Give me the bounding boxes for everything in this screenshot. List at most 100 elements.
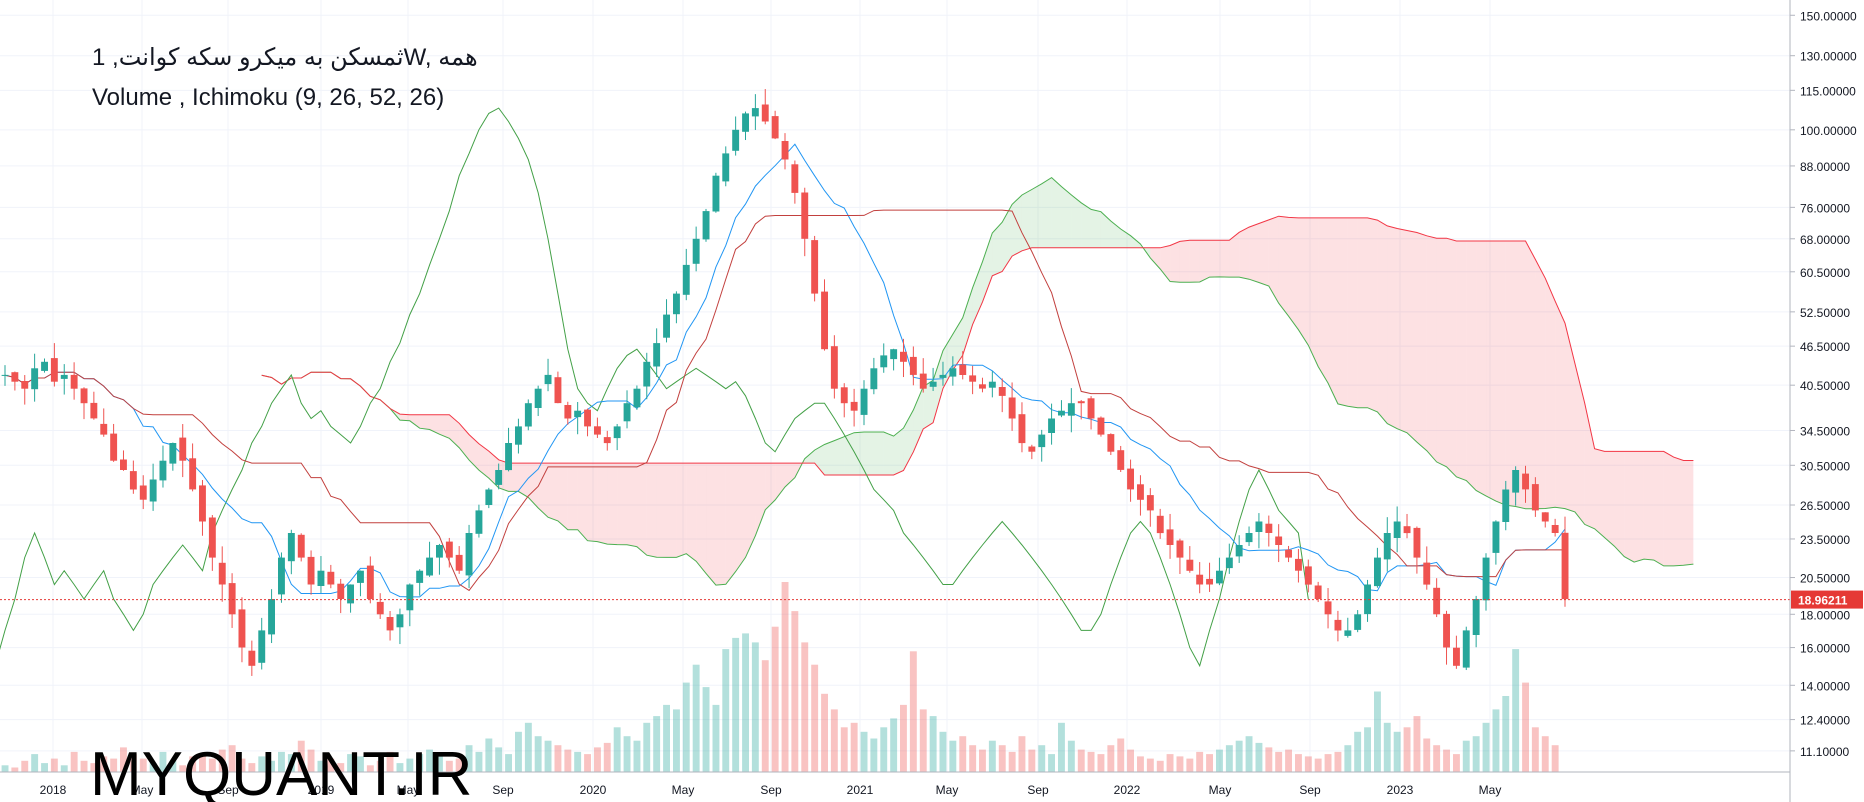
candle-body <box>712 175 720 212</box>
volume-bar <box>1531 727 1539 772</box>
volume-bar <box>860 731 868 772</box>
volume-bar <box>41 763 48 772</box>
candle-body <box>90 402 98 419</box>
cloud-segment <box>696 463 707 574</box>
candle-body <box>1403 526 1411 534</box>
x-tick-label: Sep <box>492 783 514 797</box>
volume-bar <box>455 758 463 772</box>
volume-bar <box>485 738 493 772</box>
last-price-badge <box>1791 590 1863 609</box>
last-price-label: 18.96211 <box>1798 594 1848 608</box>
x-tick-label: Sep <box>760 783 782 797</box>
volume-bar <box>821 693 828 772</box>
candle-body <box>1285 549 1292 558</box>
cloud-segment <box>1476 241 1487 496</box>
y-tick-label: 23.50000 <box>1800 533 1850 547</box>
candle-body <box>1146 495 1154 511</box>
volume-bar <box>702 687 710 772</box>
volume-bar <box>633 740 641 772</box>
cloud-segment <box>1347 217 1358 408</box>
volume-bar <box>673 709 680 772</box>
candle-body <box>386 617 394 631</box>
candle-body <box>445 541 453 558</box>
candle-body <box>50 358 58 382</box>
cloud-segment <box>656 463 667 558</box>
candle-body <box>1334 619 1342 631</box>
y-tick-label: 52.50000 <box>1800 306 1850 320</box>
candle-body <box>742 113 749 132</box>
chart-title: ثمسکن به میکرو سکه کوانت, 1W, همه <box>92 44 478 71</box>
chart-subtitle: Volume , Ichimoku (9, 26, 52, 26) <box>92 84 444 111</box>
cloud-segment <box>1002 204 1013 272</box>
cloud-segment <box>666 463 677 558</box>
volume-bar <box>1462 740 1470 772</box>
candle-body <box>149 479 157 502</box>
volume-bar <box>110 758 118 772</box>
volume-bar <box>1087 751 1095 772</box>
candle-body <box>258 630 266 663</box>
volume-bar <box>1275 751 1283 772</box>
cloud-segment <box>1634 451 1644 563</box>
volume-bar <box>663 704 670 772</box>
cloud-segment <box>883 432 894 476</box>
y-tick-label: 60.50000 <box>1800 266 1850 280</box>
cloud-segment <box>1663 451 1674 566</box>
volume-bar <box>603 742 611 772</box>
candle-body <box>850 401 858 411</box>
cloud-segment <box>577 463 588 541</box>
candle-body <box>613 426 621 439</box>
volume-bar <box>811 664 819 772</box>
volume-bar <box>1453 754 1460 772</box>
cloud-segment <box>903 409 914 471</box>
y-tick-label: 40.50000 <box>1800 379 1850 393</box>
candle-body <box>515 426 522 445</box>
volume-bar <box>534 736 542 772</box>
cloud-segment <box>1377 220 1388 424</box>
cloud-segment <box>1486 241 1496 502</box>
cloud-segment <box>1436 238 1447 467</box>
y-tick-label: 150.00000 <box>1800 9 1857 23</box>
volume-bar <box>317 760 325 772</box>
candle-body <box>495 470 503 485</box>
volume-bar <box>1482 722 1490 772</box>
volume-bar <box>1117 738 1125 772</box>
volume-bar <box>1551 745 1559 772</box>
cloud-segment <box>399 414 410 421</box>
volume-bar <box>189 756 197 772</box>
cloud-segment <box>1407 230 1417 443</box>
candle-body <box>771 116 779 139</box>
volume-bar <box>1502 696 1510 772</box>
cloud-segment <box>508 463 519 492</box>
cloud-segment <box>972 261 983 325</box>
candle-body <box>248 650 256 666</box>
candle-body <box>100 423 108 435</box>
volume-bar <box>959 736 967 772</box>
volume-bar <box>771 626 779 772</box>
volume-bar <box>613 727 621 772</box>
cloud-segment <box>1387 225 1398 429</box>
volume-bar <box>1107 745 1115 772</box>
cloud-segment <box>1653 451 1664 566</box>
candle-body <box>880 355 888 368</box>
cloud-segment <box>1239 227 1250 280</box>
volume-bar <box>1354 731 1362 772</box>
volume-bar <box>445 760 453 772</box>
candle-body <box>584 409 591 427</box>
volume-bar <box>1216 749 1223 772</box>
cloud-segment <box>617 463 628 545</box>
candle-body <box>860 388 868 415</box>
candle-body <box>544 374 552 385</box>
senkou-span-b-line <box>261 215 1694 476</box>
candle-body <box>1551 525 1559 533</box>
cloud-segment <box>1614 451 1625 557</box>
cloud-segment <box>873 432 884 476</box>
cloud-segment <box>1288 217 1299 330</box>
volume-bar <box>998 745 1006 772</box>
volume-bar <box>880 727 888 772</box>
candle-body <box>692 238 700 264</box>
volume-bar <box>909 651 917 772</box>
cloud-segment <box>785 463 795 488</box>
